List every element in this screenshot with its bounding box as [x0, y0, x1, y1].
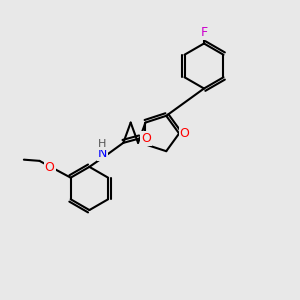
Text: O: O — [180, 127, 189, 140]
Text: F: F — [200, 26, 208, 39]
Text: O: O — [45, 161, 55, 174]
Text: H: H — [98, 139, 106, 149]
Text: N: N — [98, 148, 107, 160]
Text: O: O — [142, 132, 151, 145]
